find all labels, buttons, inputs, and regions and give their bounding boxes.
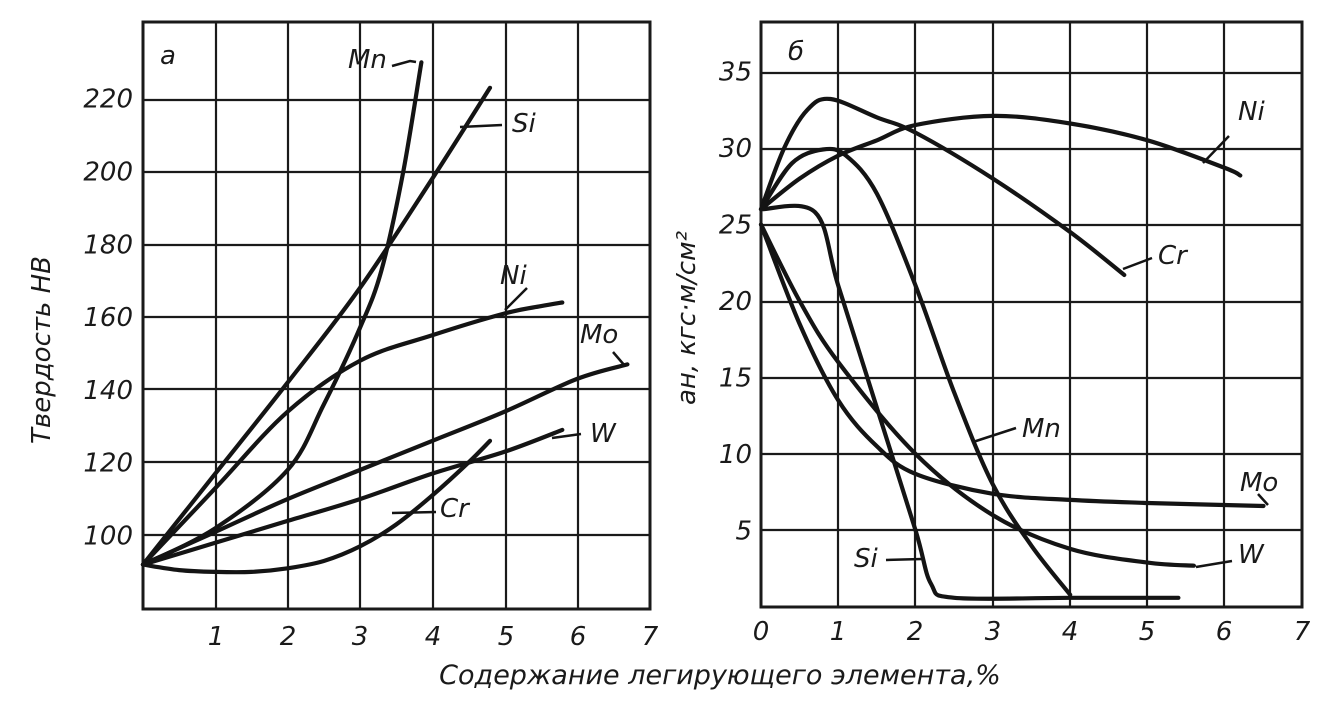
series-label-cr: Cr (1158, 241, 1189, 271)
panel-a-y-axis-title: Твердость НВ (27, 256, 57, 444)
series-line-mn (758, 146, 1073, 597)
series-line-si (758, 203, 1181, 601)
series-leader-si (885, 557, 923, 562)
x-tick-label: 5 (498, 622, 515, 652)
panel-b-leaders (885, 135, 1269, 569)
x-tick-label: 4 (425, 622, 442, 652)
x-tick-label: 2 (907, 617, 924, 647)
panel-b-label: б (788, 37, 804, 67)
series-line-mo (758, 222, 1266, 509)
panel-a-label: а (160, 41, 176, 71)
y-tick-label: 160 (83, 303, 133, 333)
chart-panel-b: 0 1 2 3 4 5 6 7 5 10 15 20 25 30 35 Ni Cr Mn Si Mo W б aн, … (672, 20, 1311, 648)
chart-panel-a: 1 2 3 4 5 6 7 100 120 140 160 180 200 220 Mn Si Ni Mo W Cr… (27, 20, 659, 652)
x-tick-label: 3 (985, 617, 1002, 647)
panel-a-grid (143, 22, 650, 609)
y-tick-label: 25 (719, 211, 752, 241)
x-tick-label: 4 (1062, 617, 1079, 647)
panel-b-curves (758, 96, 1266, 601)
panel-a-leaders (391, 59, 626, 515)
series-leader-mn (391, 59, 417, 68)
series-line-ni (758, 113, 1243, 212)
series-label-w: W (590, 419, 617, 449)
series-label-ni: Ni (500, 261, 527, 291)
y-tick-label: 200 (83, 158, 133, 188)
series-label-mo: Mo (580, 320, 618, 350)
series-label-w: W (1238, 540, 1265, 570)
series-label-ni: Ni (1238, 97, 1265, 127)
panel-a-series-labels: Mn Si Ni Mo W Cr (348, 45, 618, 524)
panel-b-frame (759, 20, 1304, 609)
x-tick-label: 0 (753, 617, 770, 647)
series-leader-cr (1122, 256, 1153, 271)
series-leader-w (1195, 559, 1233, 569)
panel-b-ticks: 0 1 2 3 4 5 6 7 5 10 15 20 25 30 35 (719, 58, 1311, 648)
y-tick-label: 100 (83, 522, 133, 552)
series-line-cr (140, 438, 493, 575)
x-axis-title: Содержание легирующего элемента,% (439, 660, 1001, 691)
x-tick-label: 2 (280, 622, 297, 652)
series-leader-mo (1257, 493, 1269, 506)
series-line-ni (140, 300, 565, 567)
series-leader-mo (612, 351, 626, 367)
y-tick-label: 180 (83, 230, 133, 260)
series-label-si: Si (854, 544, 879, 574)
y-tick-label: 5 (735, 517, 752, 547)
x-tick-label: 6 (570, 622, 587, 652)
x-tick-label: 6 (1216, 617, 1233, 647)
y-tick-label: 15 (719, 364, 752, 394)
series-leader-si (459, 123, 503, 129)
series-label-mn: Mn (348, 45, 387, 75)
series-label-cr: Cr (440, 494, 471, 524)
series-line-mo (140, 362, 630, 567)
x-tick-label: 5 (1139, 617, 1156, 647)
series-line-w (140, 427, 565, 567)
y-tick-label: 220 (83, 85, 133, 115)
y-tick-label: 10 (719, 440, 752, 470)
series-leader-ni (1202, 135, 1230, 164)
x-tick-label: 1 (830, 617, 847, 647)
y-tick-label: 35 (719, 58, 752, 88)
y-tick-label: 120 (83, 449, 133, 479)
x-tick-label: 7 (642, 622, 659, 652)
x-tick-label: 7 (1294, 617, 1311, 647)
series-leader-cr (391, 510, 437, 515)
series-leader-w (551, 432, 582, 440)
x-tick-label: 3 (352, 622, 369, 652)
y-tick-label: 140 (83, 376, 133, 406)
panel-a-ticks: 1 2 3 4 5 6 7 100 120 140 160 180 200 220 (83, 85, 658, 652)
series-label-si: Si (512, 109, 537, 139)
series-line-cr (758, 96, 1127, 278)
series-label-mn: Mn (1022, 414, 1061, 444)
series-line-mn (140, 60, 424, 567)
x-tick-label: 1 (208, 622, 225, 652)
panel-a-curves (140, 60, 630, 575)
series-leader-ni (504, 287, 528, 311)
panel-b-grid (761, 22, 1302, 607)
series-leader-mn (972, 426, 1017, 444)
y-tick-label: 20 (719, 287, 752, 317)
panel-b-y-axis-title: aн, кгс·м/см² (672, 231, 702, 405)
series-line-w (758, 222, 1196, 568)
series-line-si (140, 85, 493, 567)
y-tick-label: 30 (719, 134, 752, 164)
panel-a-frame (141, 20, 652, 611)
series-label-mo: Mo (1240, 468, 1278, 498)
panel-b-series-labels: Ni Cr Mn Si Mo W (854, 97, 1278, 574)
